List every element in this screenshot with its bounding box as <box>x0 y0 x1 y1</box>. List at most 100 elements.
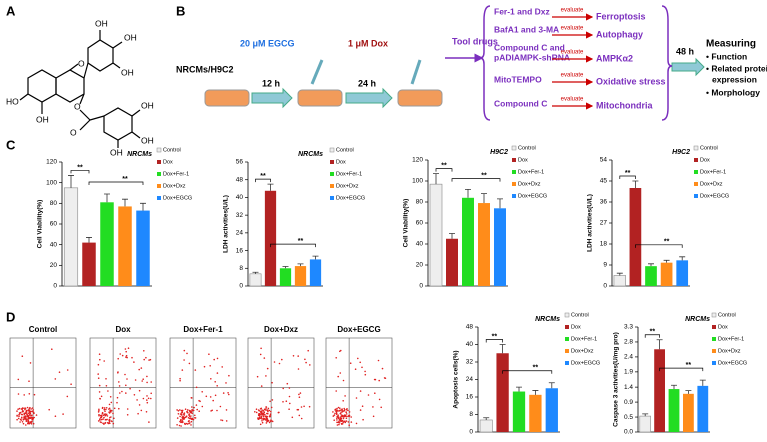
panel-label: B <box>176 3 185 18</box>
cell-dot <box>101 412 104 415</box>
legend-label: Dox+Dxz <box>163 183 186 189</box>
cell-dot <box>28 411 31 414</box>
y-tick-label: 1.9 <box>624 369 633 376</box>
panel-label: A <box>6 3 16 18</box>
cell-dot <box>21 410 24 413</box>
cell-dot <box>270 406 273 409</box>
cell-dot <box>334 412 336 415</box>
cell-dot <box>260 415 263 418</box>
cell-dot <box>17 408 19 411</box>
y-tick-label: 24 <box>236 230 244 237</box>
cell-dot <box>18 415 20 418</box>
cell-dot <box>106 415 109 417</box>
cell-dot <box>23 394 26 396</box>
legend-label: Control <box>571 312 589 318</box>
cell-dot <box>126 408 129 410</box>
cell-dot <box>145 411 148 413</box>
legend-label: Control <box>518 145 536 151</box>
cell-dot <box>377 359 380 362</box>
cell-dot <box>258 409 261 412</box>
cell-dot <box>188 420 190 422</box>
cell-dot <box>372 415 375 418</box>
y-tick-label: 0.0 <box>624 429 633 436</box>
cell-dot <box>146 381 148 384</box>
legend-swatch <box>694 170 698 174</box>
cell-dot <box>103 360 105 362</box>
cell-dot <box>137 412 139 415</box>
cell-dot <box>177 410 180 412</box>
legend-label: Dox+Dxz <box>571 348 594 354</box>
cell-dot <box>210 378 212 380</box>
legend-label: Dox <box>718 324 728 330</box>
cell-dot <box>25 420 28 423</box>
cell-dot <box>102 418 104 420</box>
cell-dot <box>269 420 272 423</box>
cell-dot <box>97 411 100 413</box>
cell-dot <box>345 411 347 413</box>
cell-dot <box>261 420 263 422</box>
bar <box>249 273 262 287</box>
cell-dot <box>31 416 34 419</box>
cell-dot <box>340 349 342 352</box>
cell-dot <box>23 416 26 418</box>
cell-dot <box>267 407 270 410</box>
cell-dot <box>336 419 338 421</box>
significance-label: ** <box>625 170 631 177</box>
cell-dot <box>193 406 195 409</box>
cell-dot <box>201 391 203 393</box>
error-bar <box>481 193 487 204</box>
cell-dot <box>24 407 27 410</box>
legend-swatch <box>157 184 161 188</box>
legend-label: Dox+EGCG <box>700 193 729 199</box>
dishes <box>204 5 705 121</box>
cell-dot <box>147 397 150 400</box>
drug-label: pADIAMPK-shRNA <box>494 52 570 62</box>
cell-dot <box>184 408 187 411</box>
cell-dot <box>260 385 263 387</box>
cell-dot <box>343 410 346 412</box>
cell-dot <box>179 415 181 418</box>
cell-dot <box>113 417 115 420</box>
error-bar <box>252 271 259 274</box>
legend-label: Dox+Fer-1 <box>518 169 544 175</box>
cell-dot <box>143 350 145 352</box>
flow-frame <box>9 337 77 429</box>
cell-dot <box>140 409 143 412</box>
evaluate-label: evaluate <box>561 97 584 103</box>
cell-dot <box>99 421 102 423</box>
legend-label: Control <box>700 145 718 151</box>
cell-dot <box>113 407 116 410</box>
cell-dot <box>19 421 21 423</box>
cell-dot <box>179 377 181 380</box>
y-tick-label: 0 <box>419 283 423 290</box>
legend-label: Dox+Fer-1 <box>336 171 362 177</box>
cell-dot <box>98 409 100 412</box>
workflow: NRCMs/H9C2 20 μM EGCG 1 μM Dox Tool drug… <box>176 5 705 121</box>
y-axis-label: Caspase 3 activities(U/mg pro) <box>613 332 620 427</box>
cell-dot <box>300 417 303 420</box>
drug-label: Compound C <box>494 98 547 108</box>
legend-swatch <box>511 145 517 151</box>
cell-dot <box>35 414 38 416</box>
cell-dot <box>339 416 342 418</box>
evaluate-label: evaluate <box>561 8 584 14</box>
cell-dot <box>21 413 24 416</box>
cell-dot <box>335 357 338 359</box>
cell-dot <box>355 397 358 399</box>
cell-dot <box>177 413 180 415</box>
y-tick-label: 100 <box>46 179 57 186</box>
legend-label: Dox+EGCG <box>718 360 747 366</box>
cell-dot <box>258 413 261 416</box>
cell-dot <box>110 401 113 404</box>
cell-dot <box>188 413 190 416</box>
cell-dot <box>261 421 264 424</box>
tool-label: Tool drugs <box>452 36 498 46</box>
cell-dot <box>259 423 262 426</box>
cell-dot <box>225 420 228 422</box>
chart-annotation: H9C2 <box>490 149 508 156</box>
legend-swatch <box>712 325 716 329</box>
y-tick-label: 8 <box>239 265 243 272</box>
cell-dot <box>105 385 108 387</box>
cell-dot <box>216 357 219 360</box>
